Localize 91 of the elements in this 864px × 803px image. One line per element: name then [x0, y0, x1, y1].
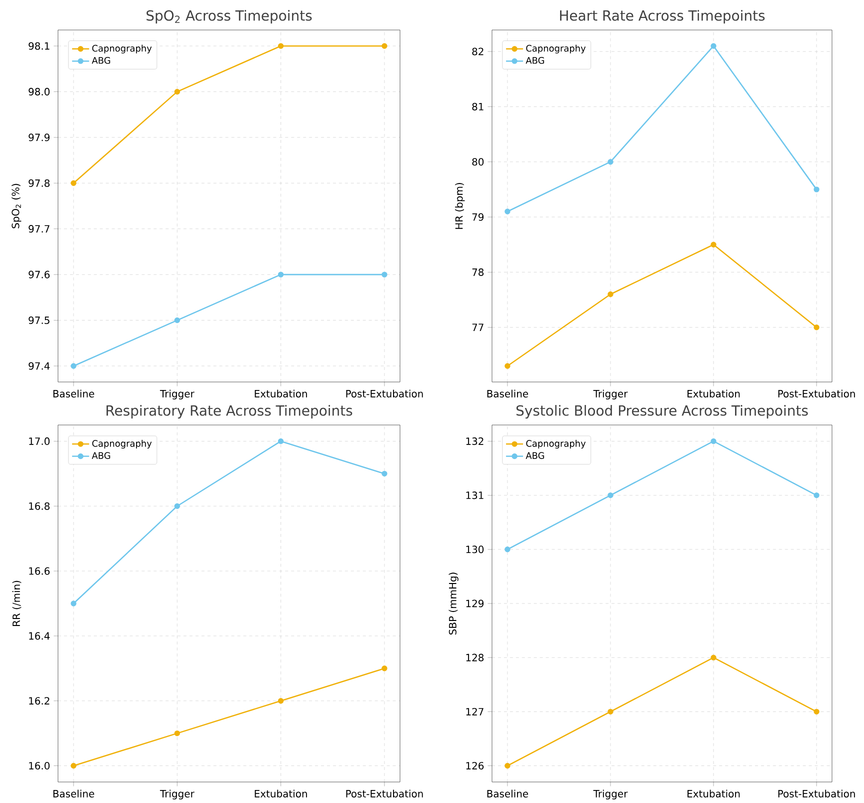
point: [608, 708, 614, 715]
point: [278, 43, 284, 49]
y-tick-label: 98.1: [28, 42, 50, 50]
point: [814, 324, 820, 330]
point: [278, 438, 284, 444]
y-tick-label: 16.4: [29, 632, 50, 640]
point: [504, 546, 510, 552]
x-tick-label: Baseline: [53, 390, 94, 398]
point: [504, 363, 510, 369]
y-tick-label: 78: [472, 268, 484, 276]
y-tick-label: 128: [466, 654, 484, 662]
point: [382, 43, 388, 49]
point: [382, 470, 388, 477]
x-tick-label: Trigger: [593, 790, 628, 800]
y-axis-title: RR (/min): [12, 581, 22, 626]
point: [382, 272, 388, 278]
point: [710, 438, 716, 444]
y-tick-label: 97.7: [28, 225, 50, 233]
point: [814, 492, 820, 498]
point: [504, 208, 510, 214]
x-tick-label: Trigger: [160, 790, 194, 800]
y-tick-label: 98.0: [28, 88, 50, 96]
point: [70, 763, 76, 769]
y-tick-label: 81: [472, 103, 484, 111]
chart-title: Heart Rate Across Timepoints: [560, 10, 765, 24]
y-tick-label: 97.6: [28, 270, 50, 278]
y-tick-label: 129: [466, 600, 484, 608]
legend-label: Capnography: [526, 440, 586, 449]
y-tick-label: 79: [472, 213, 484, 221]
y-tick-label: 16.0: [29, 762, 50, 770]
point: [382, 666, 388, 672]
x-tick-label: Trigger: [593, 390, 628, 400]
legend-label: Capnography: [92, 440, 152, 449]
chart-title: SpO$_{2}$ Across Timepoints: [146, 10, 312, 24]
legend-label: Capnography: [92, 44, 152, 54]
x-tick-label: Extubation: [254, 390, 307, 398]
point: [710, 43, 716, 49]
y-tick-label: 16.8: [29, 502, 50, 510]
y-axis-title: SpO$_{2}$ (%): [12, 184, 22, 228]
y-tick-label: 77: [472, 324, 484, 332]
y-tick-label: 80: [472, 158, 484, 166]
point: [70, 180, 76, 186]
point: [710, 242, 716, 248]
x-tick-label: Baseline: [487, 790, 528, 798]
point: [174, 730, 180, 736]
point: [608, 159, 614, 165]
chart-title: Systolic Blood Pressure Across Timepoints: [516, 405, 808, 419]
y-tick-label: 16.6: [29, 567, 50, 575]
x-tick-label: Post-Extubation: [778, 790, 855, 798]
point: [174, 89, 180, 95]
legend-label: Capnography: [526, 44, 586, 54]
x-tick-label: Extubation: [688, 390, 740, 398]
point: [70, 600, 76, 606]
point: [278, 698, 284, 704]
y-axis-title: HR (bpm): [455, 183, 465, 229]
legend-label: ABG: [526, 452, 544, 460]
y-tick-label: 126: [466, 762, 484, 770]
y-tick-label: 127: [466, 708, 484, 716]
chart-title: Respiratory Rate Across Timepoints: [106, 405, 352, 419]
y-axis-title: SBP (mmHg): [448, 572, 458, 635]
y-tick-label: 82: [472, 48, 484, 56]
x-tick-label: Trigger: [160, 390, 194, 400]
legend-label: ABG: [92, 57, 110, 64]
y-tick-label: 97.5: [28, 316, 50, 324]
point: [814, 186, 820, 192]
y-tick-label: 16.2: [29, 697, 50, 705]
x-tick-label: Post-Extubation: [778, 390, 855, 398]
y-tick-label: 131: [466, 492, 484, 500]
point: [710, 654, 716, 661]
x-tick-label: Extubation: [688, 790, 740, 798]
x-tick-label: Baseline: [53, 790, 94, 798]
point: [608, 492, 614, 498]
x-tick-label: Extubation: [254, 790, 307, 798]
point: [174, 318, 180, 324]
point: [504, 763, 510, 769]
point: [814, 708, 820, 715]
point: [174, 503, 180, 510]
y-tick-label: 97.8: [28, 179, 50, 188]
y-tick-label: 132: [466, 438, 484, 446]
y-tick-label: 97.9: [28, 134, 50, 142]
y-tick-label: 17.0: [29, 438, 50, 446]
point: [70, 363, 76, 369]
x-tick-label: Post-Extubation: [346, 390, 423, 398]
y-tick-label: 97.4: [28, 362, 50, 370]
y-tick-label: 130: [466, 546, 484, 554]
point: [278, 272, 284, 278]
x-tick-label: Baseline: [487, 390, 528, 398]
point: [608, 292, 614, 298]
legend-label: ABG: [526, 57, 544, 64]
x-tick-label: Post-Extubation: [346, 790, 423, 798]
legend-label: ABG: [92, 452, 110, 460]
